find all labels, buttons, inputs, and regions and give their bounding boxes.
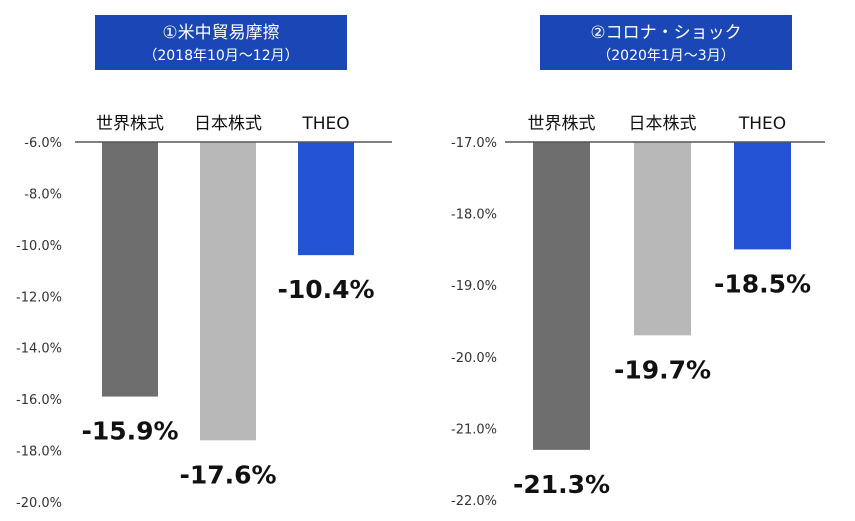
y-tick-label: -6.0% bbox=[24, 136, 62, 151]
category-label: THEO bbox=[738, 114, 786, 134]
bar-world-stocks bbox=[533, 142, 590, 450]
y-tick-label: -8.0% bbox=[24, 187, 62, 202]
y-tick-label: -16.0% bbox=[16, 393, 62, 408]
category-label: THEO bbox=[301, 114, 349, 134]
y-tick-label: -18.0% bbox=[16, 445, 62, 460]
bar-japan-stocks bbox=[200, 142, 256, 441]
y-tick-label: -17.0% bbox=[451, 136, 497, 151]
bar-japan-stocks bbox=[634, 142, 691, 336]
y-tick-label: -20.0% bbox=[451, 351, 497, 366]
chart-title: ①米中貿易摩擦 bbox=[162, 23, 279, 43]
category-label: 日本株式 bbox=[629, 114, 697, 134]
y-tick-label: -19.0% bbox=[451, 279, 497, 294]
y-tick-label: -22.0% bbox=[451, 494, 497, 509]
value-label: -18.5% bbox=[714, 269, 811, 298]
chart-title-box bbox=[540, 15, 792, 70]
category-label: 世界株式 bbox=[96, 114, 164, 134]
value-label: -10.4% bbox=[277, 275, 374, 304]
category-label: 日本株式 bbox=[194, 114, 262, 134]
value-label: -15.9% bbox=[81, 417, 178, 446]
chart-subtitle: （2018年10月～12月） bbox=[143, 48, 298, 64]
chart-title-box bbox=[95, 15, 347, 70]
category-label: 世界株式 bbox=[528, 114, 596, 134]
bar-theo bbox=[298, 142, 354, 256]
value-label: -19.7% bbox=[614, 355, 711, 384]
y-tick-label: -18.0% bbox=[451, 208, 497, 223]
y-tick-label: -21.0% bbox=[451, 422, 497, 437]
y-tick-label: -10.0% bbox=[16, 239, 62, 254]
bar-theo bbox=[734, 142, 791, 250]
value-label: -21.3% bbox=[513, 470, 610, 499]
y-tick-label: -14.0% bbox=[16, 342, 62, 357]
chart-subtitle: （2020年1月～3月） bbox=[597, 48, 734, 64]
y-tick-label: -12.0% bbox=[16, 290, 62, 305]
y-tick-label: -20.0% bbox=[16, 496, 62, 511]
value-label: -17.6% bbox=[179, 460, 276, 489]
chart-title: ②コロナ・ショック bbox=[590, 23, 741, 43]
bar-world-stocks bbox=[102, 142, 158, 397]
